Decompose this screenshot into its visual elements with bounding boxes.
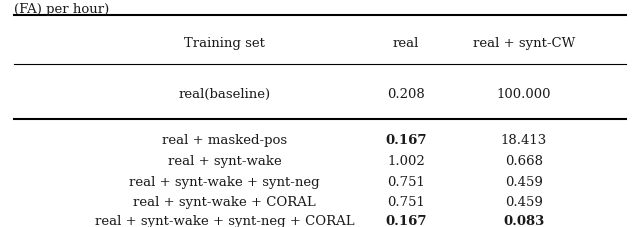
Text: 0.668: 0.668: [505, 154, 543, 167]
Text: 0.751: 0.751: [387, 195, 425, 208]
Text: real + masked-pos: real + masked-pos: [162, 133, 287, 146]
Text: real(baseline): real(baseline): [179, 88, 271, 101]
Text: 0.083: 0.083: [503, 215, 545, 227]
Text: 0.167: 0.167: [385, 133, 427, 146]
Text: 0.459: 0.459: [505, 195, 543, 208]
Text: real + synt-wake: real + synt-wake: [168, 154, 282, 167]
Text: 0.751: 0.751: [387, 175, 425, 188]
Text: 0.167: 0.167: [385, 215, 427, 227]
Text: real: real: [393, 37, 419, 49]
Text: 18.413: 18.413: [500, 133, 547, 146]
Text: real + synt-CW: real + synt-CW: [473, 37, 575, 49]
Text: 1.002: 1.002: [387, 154, 425, 167]
Text: Training set: Training set: [184, 37, 265, 49]
Text: real + synt-wake + CORAL: real + synt-wake + CORAL: [133, 195, 316, 208]
Text: 100.000: 100.000: [497, 88, 551, 101]
Text: real + synt-wake + synt-neg: real + synt-wake + synt-neg: [129, 175, 320, 188]
Text: 0.208: 0.208: [387, 88, 425, 101]
Text: 0.459: 0.459: [505, 175, 543, 188]
Text: real + synt-wake + synt-neg + CORAL: real + synt-wake + synt-neg + CORAL: [95, 215, 354, 227]
Text: (FA) per hour): (FA) per hour): [14, 3, 109, 16]
